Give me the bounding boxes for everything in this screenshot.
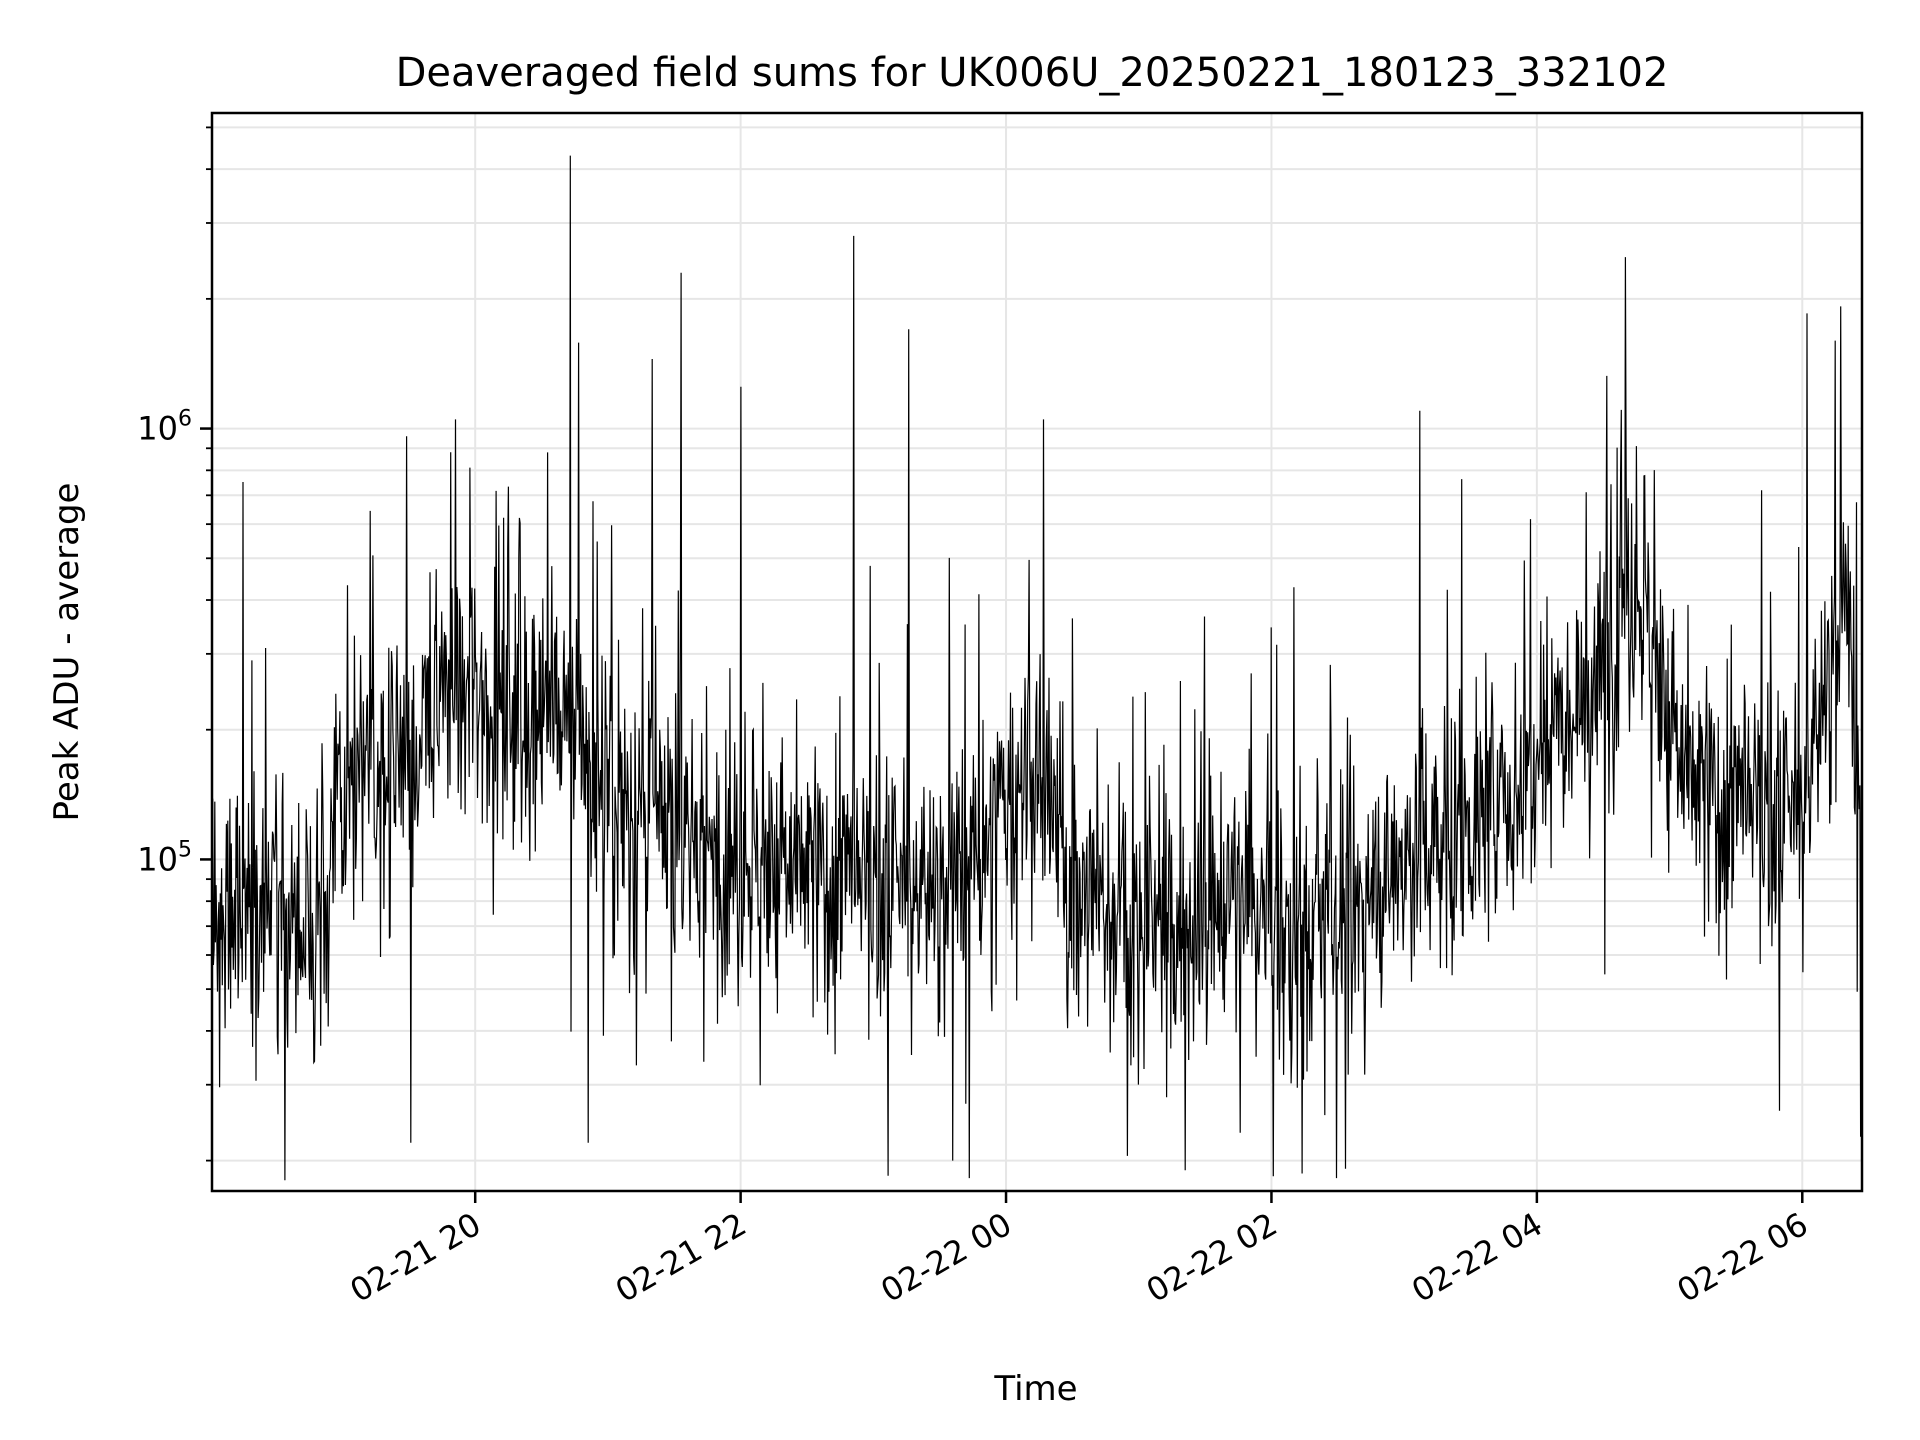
chart-title: Deaveraged field sums for UK006U_2025022… [396, 50, 1669, 96]
x-axis-label: Time [993, 1369, 1077, 1409]
x-axis: 02-21 20 02-21 22 02-22 00 02-22 02 02-22 04… [344, 1191, 1815, 1310]
plot-frame [210, 111, 1864, 1193]
x-tick-label: 02-22 04 [1405, 1205, 1549, 1310]
y-axis: 105 106 [137, 126, 212, 1162]
x-tick-label: 02-21 20 [344, 1205, 488, 1310]
x-tick-label: 02-21 22 [609, 1205, 753, 1310]
y-tick-label: 105 [137, 837, 192, 878]
x-tick-label: 02-22 02 [1140, 1205, 1284, 1310]
grid [212, 113, 1862, 1191]
x-tick-label: 02-22 00 [874, 1205, 1018, 1310]
y-tick-label: 106 [137, 407, 192, 448]
series-layer [211, 155, 1863, 1181]
y-axis-label: Peak ADU - average [47, 483, 87, 822]
series-line [211, 155, 1863, 1181]
x-tick-label: 02-22 06 [1671, 1205, 1815, 1310]
